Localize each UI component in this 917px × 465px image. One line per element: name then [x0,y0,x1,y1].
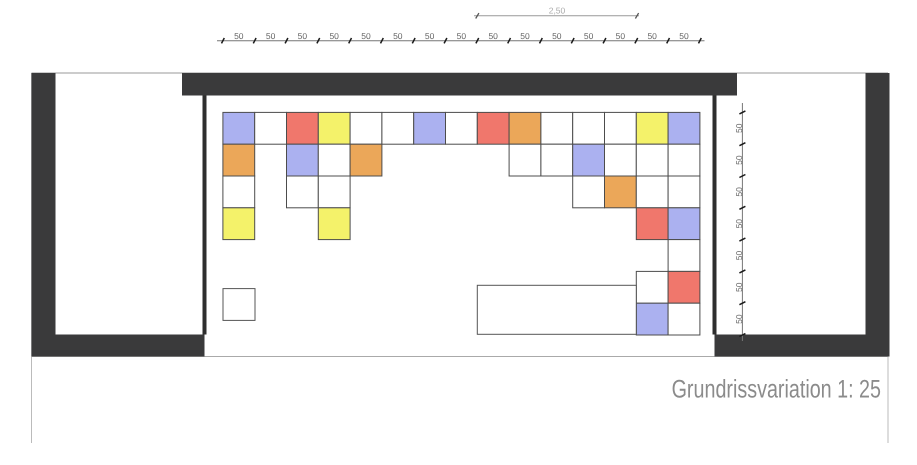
svg-text:50: 50 [520,31,530,41]
svg-text:50: 50 [647,31,657,41]
svg-text:50: 50 [425,31,435,41]
svg-text:50: 50 [734,187,744,197]
svg-text:50: 50 [361,31,371,41]
svg-text:50: 50 [234,31,244,41]
svg-text:50: 50 [734,123,744,133]
svg-text:50: 50 [584,31,594,41]
svg-text:50: 50 [552,31,562,41]
svg-text:50: 50 [734,314,744,324]
svg-text:2,50: 2,50 [549,6,566,16]
svg-text:50: 50 [616,31,626,41]
svg-text:50: 50 [457,31,467,41]
svg-text:Grundrissvariation 1: 25: Grundrissvariation 1: 25 [672,376,881,404]
svg-text:50: 50 [488,31,498,41]
svg-text:50: 50 [679,31,689,41]
svg-text:50: 50 [734,219,744,229]
svg-text:50: 50 [734,282,744,292]
svg-text:50: 50 [329,31,339,41]
svg-text:50: 50 [734,251,744,261]
svg-text:50: 50 [266,31,276,41]
svg-text:50: 50 [734,155,744,165]
svg-text:50: 50 [298,31,308,41]
svg-text:50: 50 [393,31,403,41]
